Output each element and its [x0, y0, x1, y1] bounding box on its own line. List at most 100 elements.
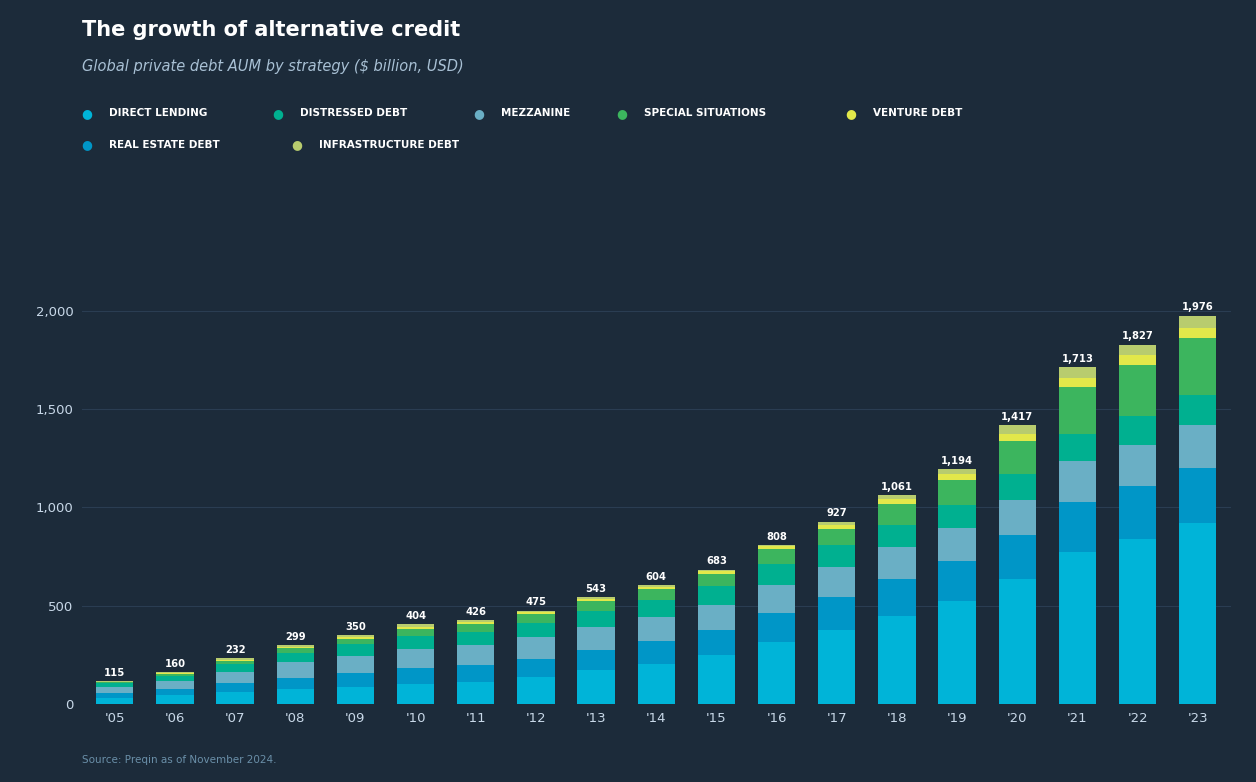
Bar — [578, 670, 614, 704]
Bar — [1119, 345, 1157, 355]
Bar — [276, 678, 314, 689]
Bar — [156, 674, 193, 676]
Bar — [457, 682, 495, 704]
Bar — [638, 664, 674, 704]
Text: ●: ● — [617, 107, 628, 120]
Text: ●: ● — [291, 138, 303, 151]
Bar — [999, 500, 1036, 536]
Bar — [698, 573, 735, 586]
Text: ●: ● — [82, 138, 93, 151]
Bar — [156, 680, 193, 689]
Bar — [1059, 502, 1096, 551]
Bar — [95, 687, 133, 693]
Bar — [397, 669, 435, 683]
Bar — [818, 597, 855, 630]
Bar — [638, 589, 674, 600]
Bar — [1119, 355, 1157, 364]
Text: 604: 604 — [646, 572, 667, 582]
Bar — [818, 525, 855, 529]
Text: 1,713: 1,713 — [1061, 353, 1094, 364]
Text: SPECIAL SITUATIONS: SPECIAL SITUATIONS — [644, 109, 766, 118]
Bar — [517, 658, 555, 677]
Bar — [818, 529, 855, 546]
Text: VENTURE DEBT: VENTURE DEBT — [873, 109, 962, 118]
Bar — [397, 637, 435, 649]
Text: Source: Preqin as of November 2024.: Source: Preqin as of November 2024. — [82, 755, 276, 765]
Bar — [698, 571, 735, 573]
Bar — [999, 441, 1036, 474]
Text: REAL ESTATE DEBT: REAL ESTATE DEBT — [109, 140, 220, 149]
Bar — [276, 689, 314, 704]
Bar — [878, 525, 916, 547]
Bar — [1059, 378, 1096, 387]
Bar — [517, 612, 555, 614]
Bar — [938, 480, 976, 505]
Bar — [757, 546, 795, 550]
Text: 232: 232 — [225, 644, 245, 655]
Bar — [1059, 387, 1096, 434]
Bar — [698, 569, 735, 571]
Bar — [95, 682, 133, 683]
Bar — [757, 585, 795, 613]
Bar — [878, 496, 916, 499]
Text: 683: 683 — [706, 556, 727, 566]
Bar — [517, 611, 555, 612]
Bar — [457, 622, 495, 624]
Bar — [757, 642, 795, 704]
Bar — [638, 586, 674, 589]
Bar — [999, 536, 1036, 579]
Text: 160: 160 — [165, 659, 186, 669]
Bar — [156, 689, 193, 695]
Bar — [638, 617, 674, 641]
Bar — [698, 655, 735, 704]
Text: MEZZANINE: MEZZANINE — [500, 109, 570, 118]
Bar — [878, 499, 916, 504]
Bar — [1179, 425, 1217, 468]
Text: ●: ● — [273, 107, 284, 120]
Text: 426: 426 — [465, 607, 486, 616]
Bar — [1119, 416, 1157, 444]
Bar — [337, 639, 374, 644]
Bar — [1179, 339, 1217, 395]
Bar — [757, 613, 795, 642]
Bar — [216, 664, 254, 672]
Bar — [999, 474, 1036, 500]
Bar — [337, 656, 374, 673]
Bar — [878, 616, 916, 704]
Bar — [1059, 461, 1096, 502]
Bar — [337, 687, 374, 704]
Bar — [698, 630, 735, 655]
Bar — [457, 624, 495, 632]
Bar — [216, 683, 254, 692]
Text: Global private debt AUM by strategy ($ billion, USD): Global private debt AUM by strategy ($ b… — [82, 59, 463, 74]
Bar — [938, 561, 976, 601]
Text: 1,061: 1,061 — [880, 482, 913, 492]
Bar — [698, 586, 735, 605]
Bar — [999, 434, 1036, 441]
Bar — [216, 672, 254, 683]
Text: 115: 115 — [104, 668, 126, 678]
Bar — [999, 425, 1036, 434]
Bar — [397, 649, 435, 669]
Text: 1,194: 1,194 — [941, 456, 973, 466]
Bar — [397, 627, 435, 629]
Text: 1,417: 1,417 — [1001, 412, 1034, 422]
Text: 475: 475 — [525, 597, 546, 607]
Text: 404: 404 — [404, 611, 426, 621]
Bar — [457, 665, 495, 682]
Bar — [457, 645, 495, 665]
Bar — [517, 637, 555, 658]
Bar — [156, 695, 193, 704]
Bar — [276, 652, 314, 662]
Bar — [818, 567, 855, 597]
Text: The growth of alternative credit: The growth of alternative credit — [82, 20, 460, 40]
Bar — [1179, 395, 1217, 425]
Bar — [698, 605, 735, 630]
Text: 927: 927 — [826, 508, 847, 518]
Text: ●: ● — [845, 107, 857, 120]
Bar — [1059, 551, 1096, 704]
Text: 543: 543 — [585, 583, 607, 594]
Bar — [878, 547, 916, 579]
Bar — [1179, 468, 1217, 523]
Bar — [938, 601, 976, 704]
